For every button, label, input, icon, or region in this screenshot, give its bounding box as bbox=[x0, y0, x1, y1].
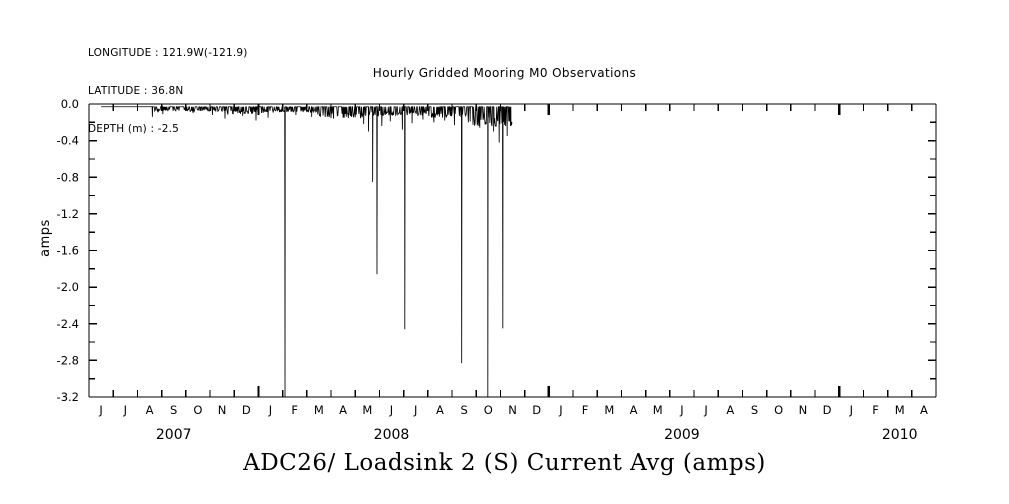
x-tick-month-label: A bbox=[630, 403, 638, 417]
x-tick-month-label: M bbox=[604, 403, 614, 417]
data-series bbox=[101, 106, 513, 398]
x-tick-month-label: N bbox=[508, 403, 517, 417]
x-tick-month-label: J bbox=[703, 403, 707, 417]
x-tick-month-label: D bbox=[532, 403, 541, 417]
x-tick-month-label: F bbox=[291, 403, 298, 417]
x-tick-month-label: A bbox=[920, 403, 928, 417]
y-tick-label: 0.0 bbox=[61, 97, 79, 111]
figure-caption: ADC26/ Loadsink 2 (S) Current Avg (amps) bbox=[243, 450, 766, 476]
x-tick-month-label: O bbox=[484, 403, 493, 417]
x-tick-month-label: O bbox=[774, 403, 783, 417]
y-tick-label: -1.2 bbox=[57, 207, 79, 221]
x-axis-year-label: 2007 bbox=[156, 427, 192, 443]
y-tick-label: -3.2 bbox=[57, 390, 79, 404]
x-axis-ticks bbox=[88, 104, 937, 397]
x-tick-month-label: D bbox=[823, 403, 832, 417]
x-tick-month-label: O bbox=[193, 403, 202, 417]
x-tick-month-label: J bbox=[268, 403, 272, 417]
x-tick-month-label: S bbox=[170, 403, 177, 417]
x-tick-month-label: M bbox=[314, 403, 324, 417]
chart-title: Hourly Gridded Mooring M0 Observations bbox=[372, 66, 637, 80]
x-tick-month-label: J bbox=[849, 403, 853, 417]
y-tick-label: -2.8 bbox=[57, 353, 79, 367]
x-tick-month-label: N bbox=[799, 403, 808, 417]
x-tick-month-label: A bbox=[436, 403, 444, 417]
x-axis-year-labels: 2007 2008 2009 2010 bbox=[156, 427, 918, 443]
y-tick-label: -0.8 bbox=[57, 170, 79, 184]
x-tick-month-label: J bbox=[558, 403, 562, 417]
x-tick-month-label: M bbox=[895, 403, 905, 417]
y-tick-label: -2.4 bbox=[57, 317, 79, 331]
x-tick-month-label: D bbox=[242, 403, 251, 417]
x-tick-month-label: J bbox=[389, 403, 393, 417]
x-tick-month-label: J bbox=[679, 403, 683, 417]
x-tick-month-label: N bbox=[218, 403, 227, 417]
x-axis-year-label: 2010 bbox=[882, 427, 918, 443]
longitude-text: LONGITUDE : 121.9W(-121.9) bbox=[88, 47, 248, 60]
y-tick-label: -1.6 bbox=[57, 244, 79, 258]
x-tick-month-label: A bbox=[339, 403, 347, 417]
x-tick-month-label: S bbox=[460, 403, 467, 417]
x-tick-month-label: J bbox=[123, 403, 127, 417]
x-tick-month-label: F bbox=[872, 403, 879, 417]
x-tick-month-label: A bbox=[726, 403, 734, 417]
x-tick-month-label: J bbox=[98, 403, 102, 417]
y-tick-label: -0.4 bbox=[57, 134, 79, 148]
y-axis-ticks: 0.0 -0.4 -0.8 -1.2 -1.6 -2.0 -2.4 -2.8 -3.2 bbox=[57, 97, 936, 404]
station-metadata: LONGITUDE : 121.9W(-121.9) LATITUDE : 36… bbox=[88, 22, 248, 161]
x-tick-month-label: S bbox=[751, 403, 758, 417]
x-tick-month-label: J bbox=[413, 403, 417, 417]
axis-frame bbox=[88, 103, 937, 398]
x-axis-year-label: 2009 bbox=[664, 427, 700, 443]
depth-text: DEPTH (m) : -2.5 bbox=[88, 122, 180, 135]
latitude-text: LATITUDE : 36.8N bbox=[88, 84, 184, 97]
x-tick-month-label: A bbox=[146, 403, 154, 417]
x-axis-year-label: 2008 bbox=[374, 427, 410, 443]
series-line-current-avg bbox=[101, 106, 513, 398]
x-tick-month-label: M bbox=[653, 403, 663, 417]
x-tick-month-label: M bbox=[362, 403, 372, 417]
y-tick-label: -2.0 bbox=[57, 280, 79, 294]
x-tick-month-label: F bbox=[582, 403, 589, 417]
